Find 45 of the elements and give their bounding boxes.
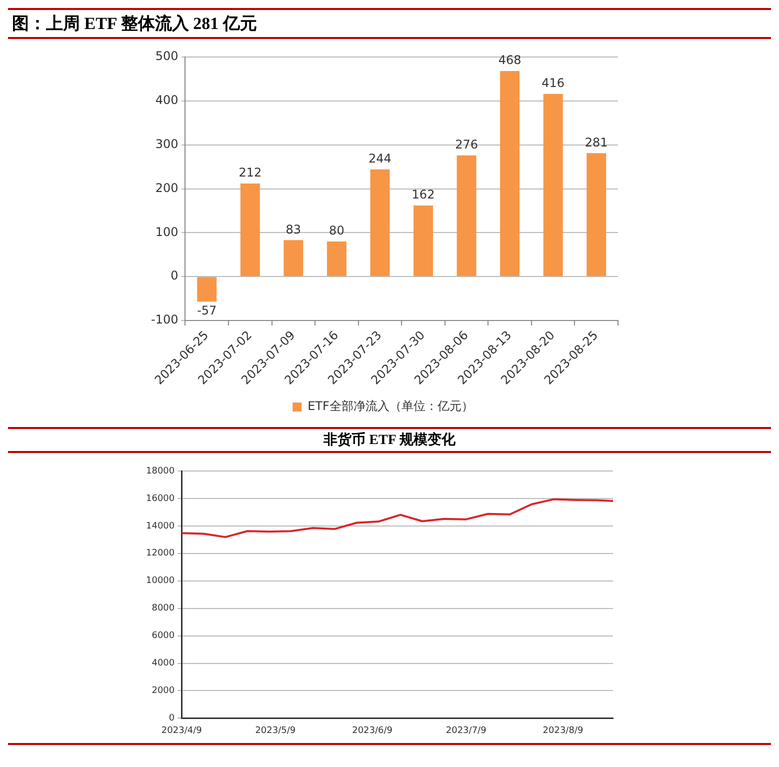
bar: [414, 205, 433, 276]
data-label: 276: [455, 138, 478, 152]
legend-label: ETF全部净流入（单位：亿元）: [308, 399, 474, 414]
data-label: -57: [197, 304, 217, 318]
data-label: 83: [286, 222, 302, 236]
y-tick-label: 16000: [146, 494, 175, 504]
y-tick-label: 500: [155, 49, 178, 64]
y-tick-label: 400: [155, 93, 178, 108]
x-tick-label: 2023/6/9: [352, 726, 393, 736]
data-label: 212: [238, 166, 262, 180]
bar: [456, 155, 476, 276]
y-tick-label: 100: [155, 224, 178, 239]
data-label: 281: [584, 135, 608, 150]
y-tick-label: 200: [155, 180, 178, 195]
x-tick-label: 2023/8/9: [542, 726, 584, 736]
bar: [240, 183, 260, 276]
data-label: 162: [412, 188, 435, 202]
bar: [543, 94, 563, 276]
data-label: 416: [542, 76, 565, 90]
y-tick-label: 4000: [152, 658, 175, 669]
y-tick-label: 0: [168, 714, 175, 724]
data-label: 244: [368, 152, 392, 166]
y-tick-label: 18000: [146, 466, 175, 476]
y-tick-label: 0: [170, 268, 178, 283]
bar: [370, 169, 390, 276]
data-label: 80: [329, 224, 344, 238]
bar: [586, 153, 606, 276]
y-tick-label: -100: [151, 312, 178, 327]
chart-title: 图：上周 ETF 整体流入 281 亿元: [8, 8, 771, 39]
bar: [326, 241, 346, 276]
x-tick-label: 2023/5/9: [255, 726, 296, 736]
x-tick-label: 2023/7/9: [446, 726, 487, 736]
x-tick-label: 2023/4/9: [161, 726, 202, 736]
y-tick-label: 10000: [146, 576, 175, 586]
y-tick-label: 2000: [152, 686, 175, 696]
data-label: 468: [498, 53, 522, 68]
y-tick-label: 12000: [146, 548, 175, 559]
bar: [284, 240, 304, 276]
bar: [197, 277, 217, 302]
y-tick-label: 6000: [152, 631, 175, 642]
y-tick-label: 14000: [146, 521, 175, 532]
chart-title: 非货币 ETF 规模变化: [8, 427, 771, 453]
y-tick-label: 300: [155, 136, 178, 151]
y-tick-label: 8000: [152, 604, 175, 614]
bar: [500, 71, 520, 276]
